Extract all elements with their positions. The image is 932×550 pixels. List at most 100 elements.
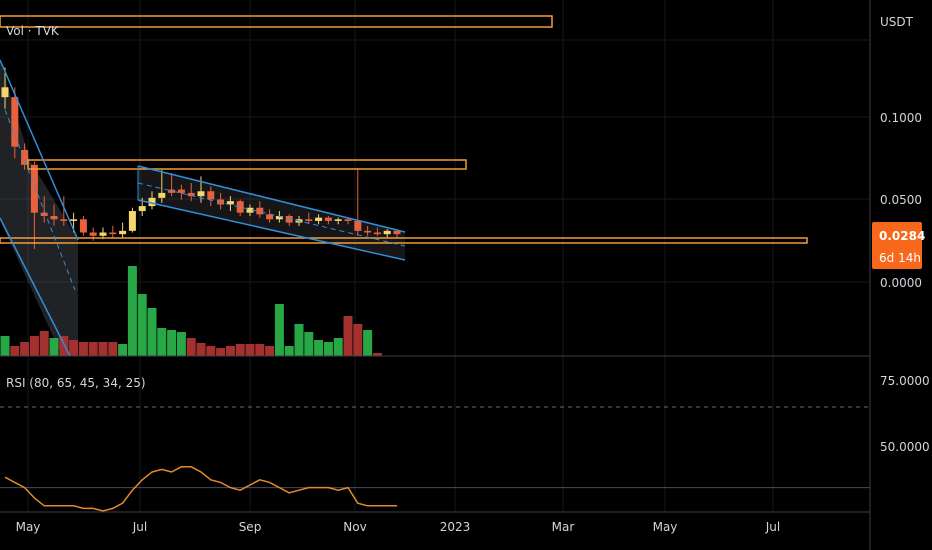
volume-bar [59,336,69,356]
candle-body [197,191,205,197]
currency-label: USDT [880,15,914,29]
candle-body [138,206,146,212]
candle-body [344,219,352,221]
volume-bar [29,336,39,356]
candle-body [79,219,87,233]
volume-bar [314,340,324,356]
last-price-value: 0.0284 [879,229,925,243]
resistance-zone-mid [27,159,467,170]
candle-body [30,164,38,213]
volume-legend[interactable]: Vol · TVK [6,24,60,38]
candle-body [60,219,68,221]
candle-body [21,150,29,165]
candle-body [70,219,78,221]
time-tick-label: Nov [343,520,366,534]
candle-body [364,230,372,233]
volume-bar [88,342,98,356]
rsi-legend[interactable]: RSI (80, 65, 45, 34, 25) [6,376,146,390]
volume-bar [284,346,294,356]
volume-bar [176,332,186,356]
volume-bar [127,266,137,356]
shaded-channel-mid [138,166,405,260]
shaded-channel-left [0,60,78,356]
candle-body [177,189,185,193]
time-tick-label: Mar [552,520,575,534]
candle-body [89,232,97,236]
bar-countdown: 6d 14h [879,251,921,265]
volume-bar [157,328,167,356]
rsi-tick-label: 50.0000 [880,440,930,454]
candle-body [226,201,234,205]
volume-bar [323,342,333,356]
volume-bar [49,338,59,356]
drawings-front [0,15,808,357]
candle-body [128,211,136,231]
volume-bar [98,342,108,356]
candle-body [275,216,283,220]
volume-bar [255,344,265,356]
candle-body [119,230,127,235]
candle-body [373,232,381,235]
candle-body [50,216,58,220]
volume-bar [265,346,275,356]
volume-bar [294,324,304,356]
volume-bar [39,331,49,356]
volume-bars [0,266,382,356]
volume-bar [274,304,284,356]
candle-body [246,207,254,213]
rsi-line [4,466,397,512]
channel-line-left-upper [0,59,79,241]
time-tick-label: May [16,520,41,534]
volume-bar [0,336,10,356]
candle-body [315,217,323,221]
volume-bar [186,338,196,356]
volume-bar [372,353,382,356]
channel-midline [137,182,406,247]
volume-bar [10,346,20,356]
candle-body [187,192,195,197]
volume-bar [245,344,255,356]
grid-lines [0,0,870,512]
candle-body [109,232,117,235]
candle-body [354,220,362,231]
time-tick-label: 2023 [440,520,471,534]
volume-bar [196,343,206,356]
candle-body [217,199,225,205]
volume-bar [78,342,88,356]
volume-bar [235,344,245,356]
candle-body [148,197,156,207]
rsi-tick-label: 75.0000 [880,374,930,388]
candle-body [285,216,293,223]
time-tick-label: Jul [132,520,147,534]
volume-bar [333,338,343,356]
volume-bar [147,308,157,356]
candle-body [305,219,313,221]
volume-bar [108,342,118,356]
volume-bar [118,344,128,356]
rsi-pane [0,406,870,512]
candle-body [383,230,391,235]
candle-body [11,97,19,147]
price-tick-label: 0.0000 [880,276,922,290]
time-tick-label: May [653,520,678,534]
channel-line-left-lower [0,217,71,357]
volume-bar [20,342,30,356]
candle-body [40,212,48,216]
drawings-back [0,60,405,356]
time-tick-label: Jul [765,520,780,534]
last-price-badge [872,222,922,269]
support-zone [0,237,808,244]
price-tick-label: 0.0500 [880,193,922,207]
volume-bar [304,332,314,356]
time-tick-label: Sep [239,520,262,534]
volume-bar [353,324,363,356]
volume-bar [69,340,79,356]
volume-bar [206,346,216,356]
candle-body [256,207,264,215]
candle-body [207,191,215,200]
candle-body [236,201,244,213]
candle-body [324,217,332,221]
channel-line-upper [137,165,406,233]
